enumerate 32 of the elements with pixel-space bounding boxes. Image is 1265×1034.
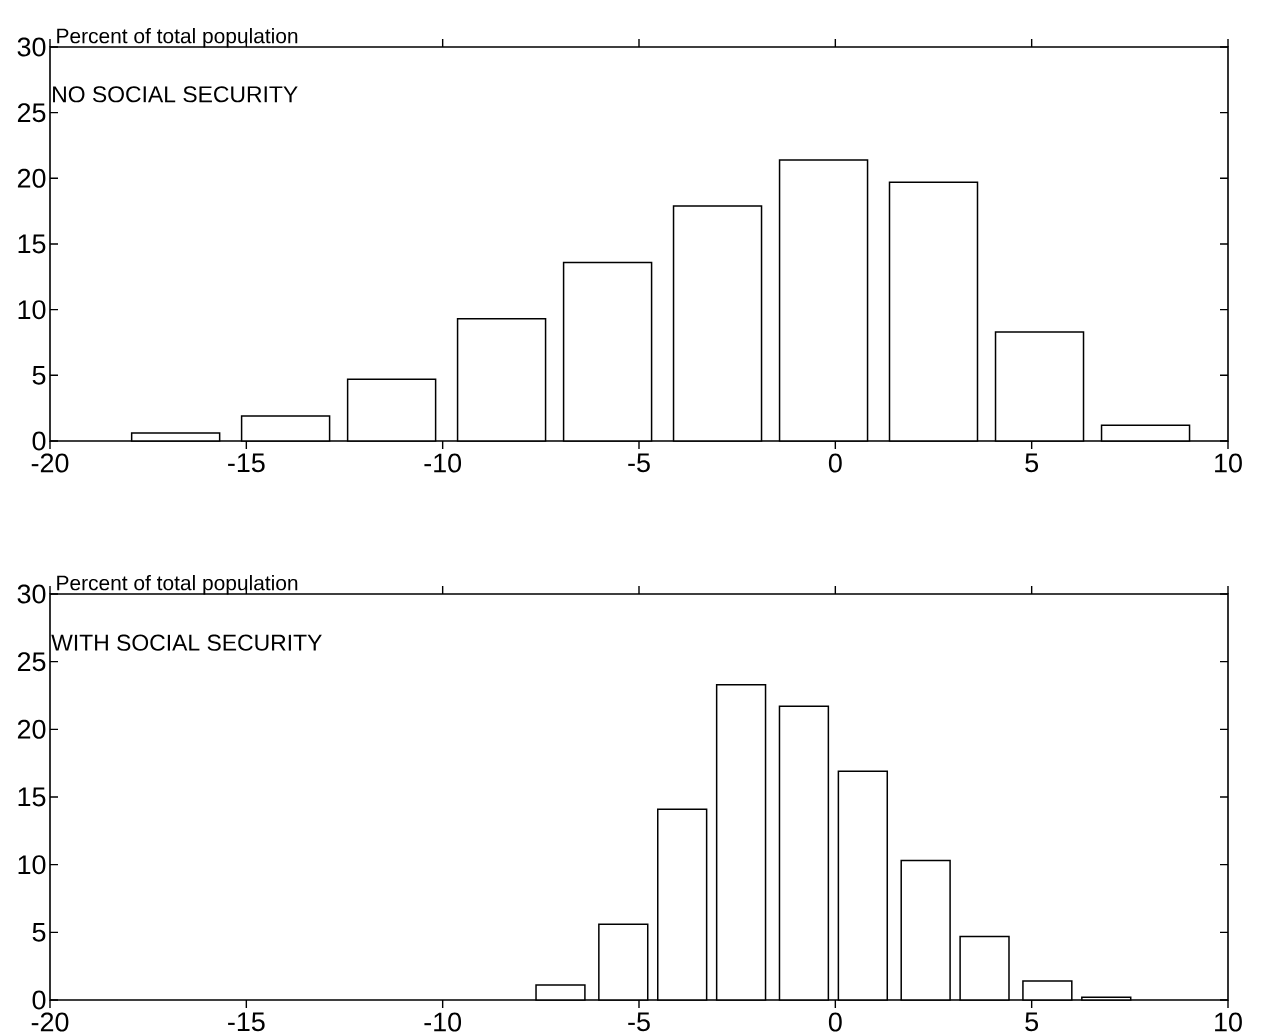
y-tick-label: 15: [18, 234, 46, 254]
x-tick-label: -15: [228, 453, 265, 473]
annotation: WITH SOCIAL SECURITY: [51, 634, 322, 651]
y-tick-label: 25: [17, 652, 46, 672]
x-tick-label: -20: [31, 1012, 69, 1032]
y-tick-label: 20: [17, 719, 46, 739]
y-tick-label: 15: [18, 787, 46, 807]
y-tick-label: 0: [32, 990, 46, 1010]
annotation: NO SOCIAL SECURITY: [53, 86, 298, 103]
x-tick-label: -5: [628, 1012, 650, 1032]
x-tick-label: -20: [31, 453, 69, 473]
x-tick-label: -10: [424, 1012, 462, 1032]
x-tick-label: 5: [1025, 453, 1039, 473]
y-tick-label: 10: [18, 300, 46, 320]
x-tick-label: 0: [828, 453, 842, 473]
y-axis-title: Percent of total population: [57, 574, 298, 595]
x-tick-label: -5: [628, 453, 650, 473]
y-tick-label: 30: [17, 37, 46, 57]
y-tick-label: 20: [17, 168, 46, 188]
y-tick-label: 25: [17, 103, 46, 123]
x-tick-label: 10: [1215, 453, 1242, 473]
y-tick-label: 5: [32, 922, 46, 942]
y-tick-label: 10: [18, 855, 46, 875]
y-axis-title: Percent of total population: [57, 27, 298, 48]
x-tick-label: 10: [1215, 1012, 1242, 1032]
y-tick-label: 5: [32, 365, 46, 385]
y-tick-label: 0: [32, 431, 46, 451]
y-tick-label: 30: [17, 584, 46, 604]
x-tick-label: -10: [424, 453, 462, 473]
x-tick-label: 5: [1025, 1012, 1039, 1032]
x-tick-label: -15: [228, 1012, 265, 1032]
x-tick-label: 0: [828, 1012, 842, 1032]
